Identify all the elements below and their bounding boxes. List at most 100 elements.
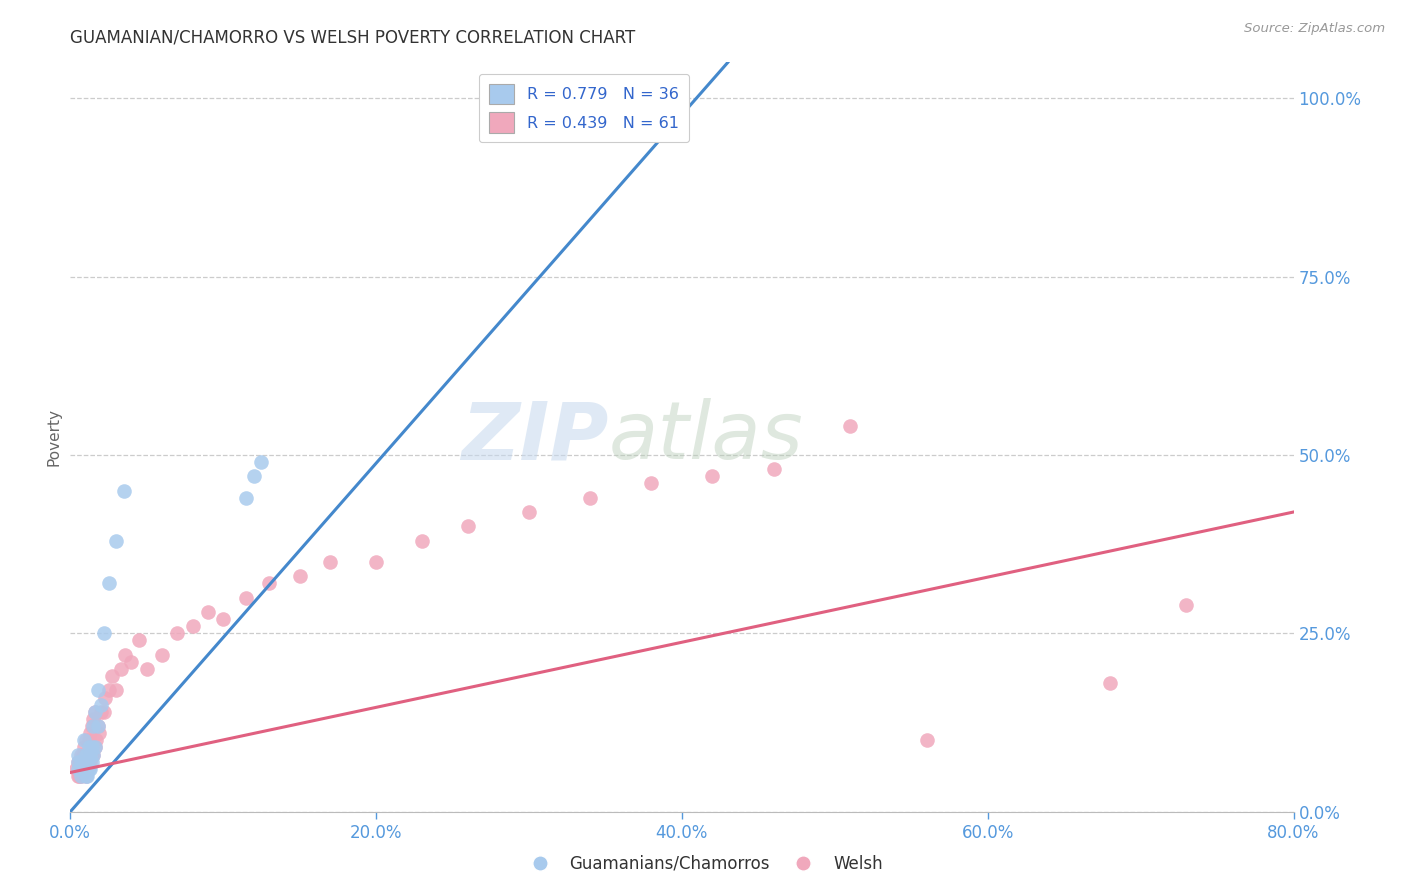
Point xyxy=(66,755,89,769)
Point xyxy=(110,662,132,676)
Y-axis label: Poverty: Poverty xyxy=(46,408,62,467)
Point xyxy=(87,719,110,733)
Point xyxy=(75,769,97,783)
Point xyxy=(212,612,235,626)
Point xyxy=(915,733,938,747)
Point xyxy=(83,705,105,719)
Point xyxy=(69,755,91,769)
Point xyxy=(79,762,101,776)
Point xyxy=(640,476,662,491)
Point xyxy=(762,462,785,476)
Point xyxy=(69,769,91,783)
Point xyxy=(66,762,89,776)
Point xyxy=(73,762,96,776)
Point xyxy=(70,769,93,783)
Point xyxy=(89,726,111,740)
Point xyxy=(75,762,97,776)
Point xyxy=(90,705,112,719)
Point xyxy=(80,747,103,762)
Point xyxy=(1175,598,1198,612)
Point xyxy=(702,469,724,483)
Point xyxy=(1099,676,1122,690)
Point xyxy=(82,747,104,762)
Point xyxy=(82,747,104,762)
Point xyxy=(366,555,388,569)
Point xyxy=(457,519,479,533)
Legend: Guamanians/Chamorros, Welsh: Guamanians/Chamorros, Welsh xyxy=(516,848,890,880)
Point xyxy=(72,762,94,776)
Point xyxy=(517,505,540,519)
Point xyxy=(72,755,94,769)
Text: Source: ZipAtlas.com: Source: ZipAtlas.com xyxy=(1244,22,1385,36)
Point xyxy=(83,740,105,755)
Point xyxy=(75,755,97,769)
Point xyxy=(66,747,89,762)
Point xyxy=(100,669,122,683)
Point xyxy=(76,762,98,776)
Point xyxy=(250,455,273,469)
Point xyxy=(197,605,219,619)
Point xyxy=(82,719,104,733)
Point xyxy=(87,683,110,698)
Point xyxy=(121,655,143,669)
Point xyxy=(87,719,110,733)
Point xyxy=(70,762,93,776)
Point xyxy=(80,755,103,769)
Point xyxy=(79,747,101,762)
Point xyxy=(235,591,257,605)
Point xyxy=(83,705,105,719)
Point xyxy=(66,755,89,769)
Point xyxy=(73,762,96,776)
Point xyxy=(73,740,96,755)
Point xyxy=(76,769,98,783)
Point xyxy=(75,747,97,762)
Point xyxy=(72,747,94,762)
Point xyxy=(66,769,89,783)
Point xyxy=(80,740,103,755)
Point xyxy=(181,619,204,633)
Point xyxy=(77,755,100,769)
Point xyxy=(150,648,173,662)
Text: ZIP: ZIP xyxy=(461,398,609,476)
Point xyxy=(82,712,104,726)
Point xyxy=(128,633,150,648)
Point xyxy=(288,569,311,583)
Point xyxy=(77,733,100,747)
Point xyxy=(114,648,136,662)
Legend: R = 0.779   N = 36, R = 0.439   N = 61: R = 0.779 N = 36, R = 0.439 N = 61 xyxy=(479,74,689,143)
Point xyxy=(72,762,94,776)
Point xyxy=(93,705,115,719)
Point xyxy=(77,740,100,755)
Point xyxy=(79,755,101,769)
Point xyxy=(839,419,862,434)
Point xyxy=(135,662,157,676)
Point xyxy=(75,755,97,769)
Point xyxy=(235,491,257,505)
Point xyxy=(79,726,101,740)
Point xyxy=(73,733,96,747)
Point xyxy=(70,747,93,762)
Point xyxy=(84,733,107,747)
Point xyxy=(80,719,103,733)
Text: atlas: atlas xyxy=(609,398,803,476)
Point xyxy=(97,683,120,698)
Point xyxy=(70,769,93,783)
Text: GUAMANIAN/CHAMORRO VS WELSH POVERTY CORRELATION CHART: GUAMANIAN/CHAMORRO VS WELSH POVERTY CORR… xyxy=(70,29,636,47)
Point xyxy=(83,740,105,755)
Point xyxy=(65,762,87,776)
Point xyxy=(94,690,117,705)
Point xyxy=(97,576,120,591)
Point xyxy=(579,491,602,505)
Point xyxy=(75,733,97,747)
Point xyxy=(77,762,100,776)
Point xyxy=(70,755,93,769)
Point xyxy=(76,755,98,769)
Point xyxy=(93,626,115,640)
Point xyxy=(112,483,135,498)
Point xyxy=(166,626,188,640)
Point xyxy=(319,555,342,569)
Point xyxy=(105,533,128,548)
Point xyxy=(76,747,98,762)
Point xyxy=(411,533,433,548)
Point xyxy=(90,698,112,712)
